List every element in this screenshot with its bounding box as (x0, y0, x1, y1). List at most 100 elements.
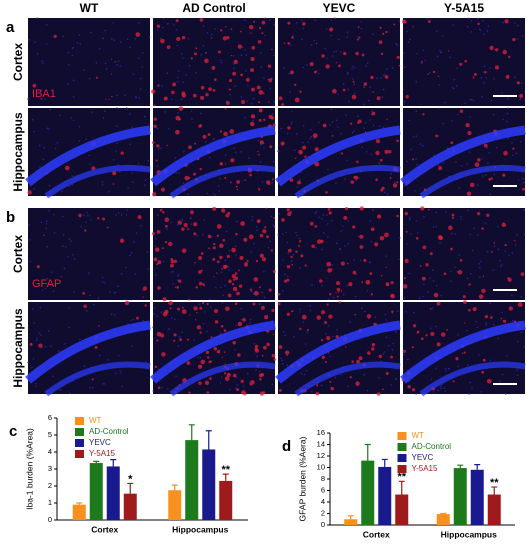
stain-spot (254, 348, 259, 353)
stain-spot (258, 89, 264, 95)
stain-spot (232, 373, 237, 378)
nucleus (291, 110, 293, 112)
stain-spot (420, 206, 425, 211)
stain-spot (396, 214, 399, 218)
stain-spot (234, 272, 238, 275)
stain-spot (173, 259, 178, 264)
stain-spot (40, 98, 43, 100)
nucleus (45, 43, 48, 45)
nucleus (353, 130, 355, 133)
stain-spot (335, 335, 339, 339)
nucleus (71, 253, 74, 256)
stain-spot (309, 221, 314, 226)
nucleus (483, 65, 486, 68)
nucleus (415, 110, 418, 113)
nucleus (134, 37, 137, 40)
stain-spot (257, 188, 261, 191)
nucleus (253, 342, 256, 345)
nucleus (234, 245, 237, 248)
stain-spot (391, 310, 394, 313)
nucleus (152, 17, 155, 20)
nucleus (314, 212, 317, 214)
nucleus (450, 280, 452, 283)
nucleus (366, 62, 369, 65)
stain-spot (258, 108, 263, 113)
stain-spot (160, 38, 165, 44)
nucleus (203, 285, 206, 287)
nucleus (363, 85, 365, 87)
stain-spot (259, 140, 264, 145)
nucleus (408, 119, 410, 122)
stain-spot (407, 359, 409, 361)
stain-spot (186, 361, 191, 365)
nucleus (432, 280, 435, 282)
stain-spot (216, 260, 220, 264)
nucleus (172, 271, 174, 273)
nucleus (357, 115, 359, 117)
stain-spot (468, 283, 471, 286)
stain-spot (64, 165, 70, 171)
nucleus (444, 367, 447, 370)
stain-spot (266, 342, 270, 347)
nucleus (107, 190, 110, 193)
nucleus (110, 73, 113, 75)
stain-spot (452, 380, 455, 383)
stain-spot (396, 55, 400, 60)
stain-spot (381, 388, 384, 391)
nucleus (233, 63, 235, 65)
nucleus (273, 54, 276, 56)
nucleus (98, 48, 101, 50)
stain-spot (230, 158, 235, 163)
nucleus (435, 226, 437, 228)
nucleus (354, 67, 356, 69)
nucleus (103, 383, 106, 385)
nucleus (61, 190, 64, 193)
stain-spot (508, 55, 511, 59)
stain-spot (112, 171, 117, 176)
nucleus (439, 49, 441, 52)
nucleus (71, 175, 74, 177)
nucleus (250, 250, 252, 253)
stain-spot (304, 264, 307, 267)
nucleus (31, 366, 33, 369)
nucleus (287, 275, 289, 278)
nucleus (459, 215, 462, 218)
nucleus (131, 172, 134, 174)
stain-spot (181, 309, 187, 315)
nucleus (148, 36, 151, 39)
nucleus (342, 83, 345, 85)
nucleus (371, 33, 374, 36)
stain-spot (438, 166, 443, 171)
stain-spot (503, 150, 508, 156)
nucleus (259, 370, 261, 372)
cell-layer (169, 164, 276, 199)
nucleus (246, 100, 248, 103)
nucleus (64, 246, 67, 248)
stain-spot (336, 295, 339, 298)
nucleus (175, 28, 178, 31)
stain-spot (156, 230, 161, 234)
nucleus (398, 258, 400, 261)
nucleus (488, 302, 491, 305)
stain-spot (259, 377, 262, 381)
nucleus (141, 52, 144, 54)
bar (361, 460, 375, 525)
nucleus (302, 27, 305, 30)
nucleus (476, 326, 479, 329)
nucleus (469, 272, 472, 275)
nucleus (154, 245, 157, 247)
stain-spot (281, 103, 285, 106)
stain-spot (344, 346, 347, 348)
nucleus (271, 182, 273, 184)
nucleus (108, 98, 110, 101)
stain-spot (178, 106, 184, 111)
stain-spot (425, 334, 428, 337)
nucleus (61, 215, 64, 218)
nucleus (170, 221, 173, 224)
stain-spot (343, 215, 348, 220)
stain-spot (351, 360, 355, 363)
stain-spot (240, 221, 245, 226)
stain-spot (522, 187, 526, 191)
stain-spot (198, 281, 203, 286)
stain-spot (258, 286, 261, 289)
